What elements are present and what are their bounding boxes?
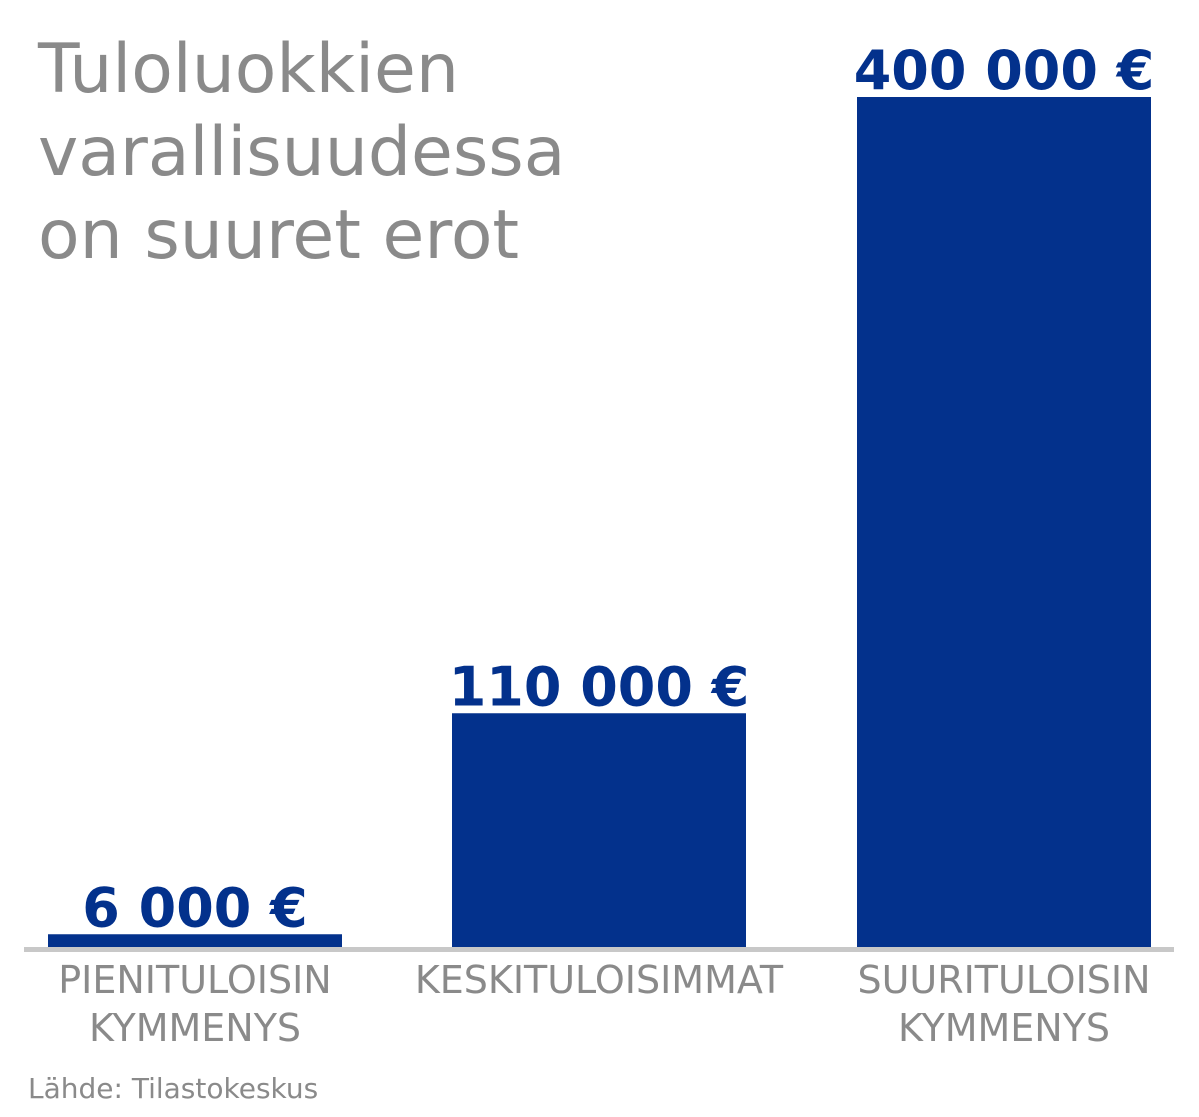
category-label-2-line-1: KYMMENYS	[898, 1006, 1110, 1050]
category-label-1-line-0: KESKITULOISIMMAT	[415, 958, 784, 1002]
chart-title-line-3: on suuret erot	[38, 196, 520, 275]
x-axis-baseline	[24, 947, 1174, 952]
source-note: Lähde: Tilastokeskus	[28, 1072, 319, 1105]
chart-title-line-2: varallisuudessa	[38, 113, 566, 192]
value-label-0: 6 000 €	[82, 876, 307, 939]
category-label-0-line-0: PIENITULOISIN	[58, 958, 331, 1002]
value-label-1: 110 000 €	[449, 655, 750, 718]
bar-2	[857, 97, 1151, 947]
category-label-0-line-1: KYMMENYS	[89, 1006, 301, 1050]
chart-title: Tuloluokkien varallisuudessa on suuret e…	[38, 28, 758, 277]
chart-title-line-1: Tuloluokkien	[38, 30, 459, 109]
bar-1	[452, 713, 746, 947]
category-label-2-line-0: SUURITULOISIN	[857, 958, 1150, 1002]
value-label-2: 400 000 €	[854, 39, 1155, 102]
bar-0	[48, 934, 342, 947]
